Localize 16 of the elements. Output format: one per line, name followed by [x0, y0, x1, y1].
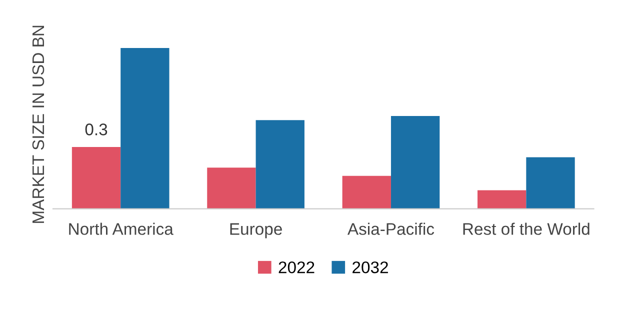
bar — [256, 120, 304, 209]
x-tick-label: North America — [69, 222, 174, 235]
x-tick-label: Asia-Pacific — [347, 222, 434, 235]
legend-label: 2022 — [278, 261, 314, 274]
bar — [342, 176, 391, 209]
x-tick-label: Europe — [230, 223, 282, 238]
bar — [120, 48, 170, 209]
y-axis-title: MARKET SIZE IN USD BN — [32, 26, 44, 223]
x-tick-label: Rest of the World — [463, 222, 590, 235]
legend-label: 2032 — [352, 261, 388, 274]
data-label: 0.3 — [85, 124, 108, 136]
bar — [207, 168, 256, 209]
bar — [390, 116, 440, 209]
bar — [72, 146, 121, 209]
bar — [526, 157, 575, 209]
bar — [478, 190, 526, 209]
